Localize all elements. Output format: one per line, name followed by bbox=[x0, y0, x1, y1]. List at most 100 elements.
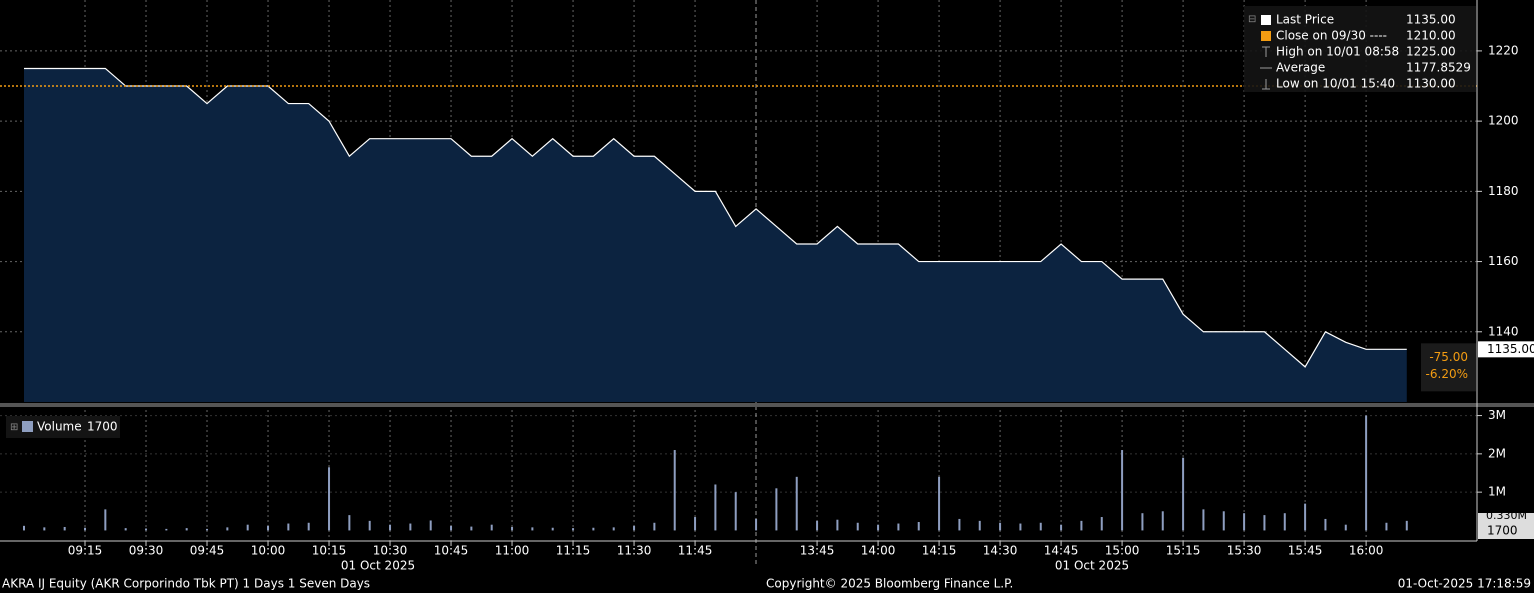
volume-bar bbox=[1304, 503, 1307, 531]
volume-bar bbox=[63, 526, 66, 531]
legend-value: 1135.00 bbox=[1406, 13, 1456, 27]
volume-bar bbox=[1324, 518, 1327, 531]
volume-bar bbox=[1385, 522, 1388, 531]
volume-bar bbox=[307, 522, 310, 531]
volume-bar bbox=[165, 528, 168, 531]
volume-bar bbox=[23, 525, 25, 531]
footer-left: AKRA IJ Equity (AKR Corporindo Tbk PT) 1… bbox=[2, 577, 370, 591]
legend-value: 1700 bbox=[87, 420, 118, 434]
volume-bar bbox=[490, 524, 493, 531]
volume-bar bbox=[185, 528, 188, 531]
volume-bar bbox=[999, 522, 1002, 531]
date-label: 01 Oct 2025 bbox=[1055, 559, 1129, 573]
volume-bar bbox=[1141, 513, 1144, 531]
legend-swatch bbox=[1261, 31, 1271, 41]
x-tick-label: 11:00 bbox=[495, 544, 530, 558]
volume-last-label: 1700 bbox=[1487, 524, 1518, 538]
volume-bar bbox=[287, 523, 290, 531]
volume-bar bbox=[84, 527, 87, 531]
footer-center: Copyright© 2025 Bloomberg Finance L.P. bbox=[766, 577, 1013, 591]
volume-avg-label: 0.330M bbox=[1486, 509, 1527, 522]
panel-separator bbox=[0, 403, 1534, 407]
legend-label: Average bbox=[1276, 61, 1325, 75]
volume-bar bbox=[206, 528, 209, 531]
last-price-box bbox=[1478, 341, 1534, 358]
volume-bar bbox=[551, 527, 554, 531]
volume-bar bbox=[450, 525, 453, 531]
legend-swatch bbox=[1262, 46, 1270, 57]
volume-bar bbox=[1060, 524, 1063, 531]
volume-bar bbox=[1243, 513, 1246, 531]
y-tick-label: 1160 bbox=[1488, 254, 1519, 268]
volume-bar bbox=[531, 527, 534, 531]
volume-bar bbox=[1283, 513, 1286, 531]
volume-bar bbox=[226, 527, 229, 531]
volume-bar bbox=[775, 488, 778, 531]
volume-bar bbox=[978, 520, 981, 531]
y2-tick-label: 3M bbox=[1488, 408, 1506, 422]
volume-bar bbox=[877, 524, 880, 531]
legend-label: Low on 10/01 15:40 bbox=[1276, 77, 1395, 91]
volume-bar bbox=[653, 522, 656, 531]
x-tick-label: 10:00 bbox=[251, 544, 286, 558]
volume-bar bbox=[958, 518, 961, 531]
x-tick-label: 10:45 bbox=[434, 544, 469, 558]
date-label: 01 Oct 2025 bbox=[341, 559, 415, 573]
x-tick-label: 13:45 bbox=[800, 544, 835, 558]
volume-bar bbox=[755, 518, 758, 531]
volume-bar bbox=[734, 492, 737, 531]
volume-bar bbox=[694, 517, 697, 531]
volume-bar bbox=[389, 524, 392, 531]
price-area bbox=[24, 68, 1407, 402]
y-tick-label: 1180 bbox=[1488, 184, 1519, 198]
y2-tick-label: 2M bbox=[1488, 446, 1506, 460]
volume-bar bbox=[856, 522, 859, 531]
volume-bar bbox=[1080, 520, 1083, 531]
volume-bar bbox=[714, 484, 717, 531]
volume-bar bbox=[43, 527, 46, 531]
volume-bar bbox=[572, 528, 575, 531]
y-tick-label: 1200 bbox=[1488, 114, 1519, 128]
volume-bar bbox=[267, 525, 270, 531]
y-tick-label: 1220 bbox=[1488, 43, 1519, 57]
x-tick-label: 14:30 bbox=[983, 544, 1018, 558]
volume-bar bbox=[1365, 415, 1368, 531]
volume-bar bbox=[246, 524, 249, 531]
legend-swatch bbox=[1261, 15, 1271, 25]
legend-label: Volume bbox=[37, 420, 82, 434]
volume-bar bbox=[673, 450, 676, 531]
x-tick-label: 09:15 bbox=[68, 544, 103, 558]
volume-bar bbox=[1222, 511, 1225, 531]
volume-bar bbox=[1121, 450, 1124, 531]
plot bbox=[0, 67, 1477, 531]
legend-swatch bbox=[22, 421, 33, 432]
x-tick-label: 15:00 bbox=[1105, 544, 1140, 558]
volume-bar bbox=[795, 476, 798, 531]
volume-bar bbox=[368, 520, 371, 531]
x-tick-label: 11:30 bbox=[617, 544, 652, 558]
legend-box bbox=[1244, 6, 1476, 92]
x-tick-label: 15:30 bbox=[1227, 544, 1262, 558]
volume-bar bbox=[592, 527, 595, 531]
x-tick-label: 10:30 bbox=[373, 544, 408, 558]
footer-right: 01-Oct-2025 17:18:59 bbox=[1398, 577, 1531, 591]
legend-value: 1210.00 bbox=[1406, 29, 1456, 43]
x-tick-label: 14:15 bbox=[922, 544, 957, 558]
volume-last-box bbox=[1478, 523, 1534, 539]
volume-bar bbox=[1161, 511, 1164, 531]
volume-bar bbox=[348, 515, 351, 531]
last-price-label: 1135.00 bbox=[1487, 342, 1534, 356]
y-tick-label: 1140 bbox=[1488, 324, 1519, 338]
volume-bar bbox=[938, 476, 941, 531]
volume-bar bbox=[612, 527, 615, 531]
legend-collapse: ⊟ bbox=[1248, 14, 1256, 25]
volume-bar bbox=[836, 519, 839, 531]
x-tick-label: 14:45 bbox=[1044, 544, 1079, 558]
volume-bar bbox=[1202, 509, 1205, 531]
volume-bar bbox=[470, 526, 473, 531]
legend-label: Close on 09/30 ---- bbox=[1276, 29, 1387, 43]
volume-bar bbox=[1039, 522, 1042, 531]
x-tick-label: 14:00 bbox=[861, 544, 896, 558]
volume-bar bbox=[429, 520, 432, 531]
